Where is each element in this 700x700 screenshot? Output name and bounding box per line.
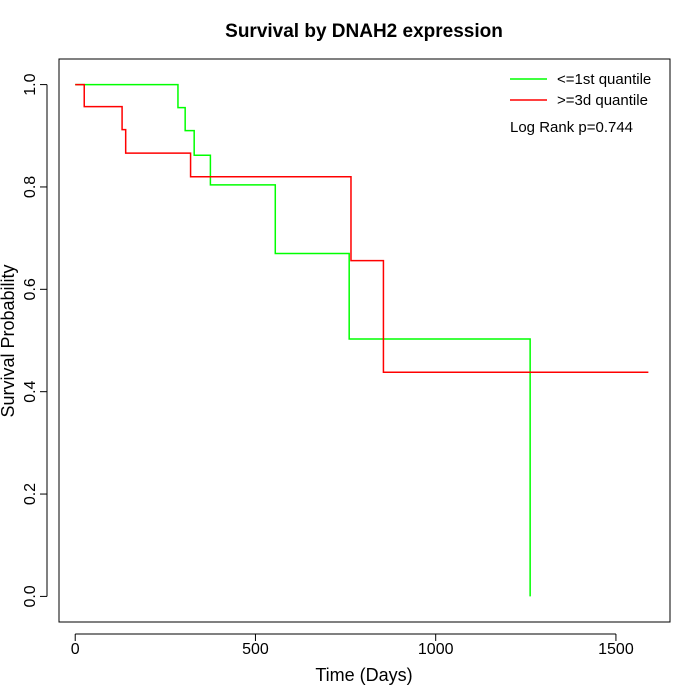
x-tick-label: 1000 — [418, 641, 454, 658]
x-tick-label: 0 — [71, 641, 80, 658]
survival-curve-series-1 — [75, 83, 531, 597]
x-axis: 0 500 1000 1500 — [71, 633, 634, 658]
legend-label-series-1: <=1st quantile — [557, 71, 651, 88]
y-axis: 0.0 0.2 0.4 0.6 0.8 1.0 — [22, 73, 48, 608]
x-tick-label: 500 — [242, 641, 269, 658]
chart-title: Survival by DNAH2 expression — [225, 21, 503, 42]
x-axis-label: Time (Days) — [315, 665, 412, 685]
survival-curve-series-2 — [75, 83, 649, 373]
y-tick-label: 0.2 — [22, 483, 39, 505]
y-axis-label: Survival Probability — [0, 264, 18, 417]
y-tick-label: 0.6 — [22, 278, 39, 300]
legend: <=1st quantile >=3d quantile — [510, 71, 651, 109]
y-tick-label: 0.0 — [22, 585, 39, 607]
y-tick-label: 0.4 — [22, 380, 39, 402]
log-rank-annotation: Log Rank p=0.744 — [510, 119, 633, 136]
y-tick-label: 0.8 — [22, 176, 39, 198]
x-tick-label: 1500 — [598, 641, 634, 658]
series-layer — [75, 83, 649, 597]
y-tick-label: 1.0 — [22, 73, 39, 95]
legend-label-series-2: >=3d quantile — [557, 92, 648, 109]
plot-frame — [58, 58, 671, 623]
